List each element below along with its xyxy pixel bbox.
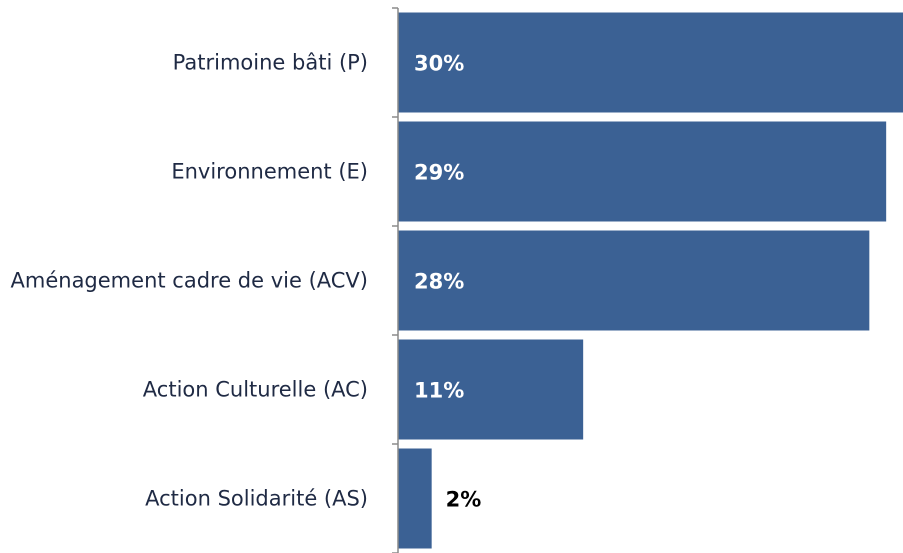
y-tick-label: Action Culturelle (AC)	[142, 376, 368, 401]
y-tick-label: Action Solidarité (AS)	[145, 485, 368, 510]
bar	[398, 230, 870, 331]
bar	[398, 12, 903, 113]
data-label: 29%	[414, 161, 464, 185]
y-tick-label: Aménagement cadre de vie (ACV)	[10, 267, 368, 292]
bar	[398, 339, 584, 440]
bar	[398, 448, 432, 549]
data-label: 2%	[446, 488, 482, 512]
bar	[398, 121, 887, 222]
y-tick-label: Environnement (E)	[171, 158, 368, 183]
data-label: 28%	[414, 270, 464, 294]
y-tick-label: Patrimoine bâti (P)	[172, 49, 368, 74]
data-label: 11%	[414, 379, 464, 403]
data-label: 30%	[414, 52, 464, 76]
